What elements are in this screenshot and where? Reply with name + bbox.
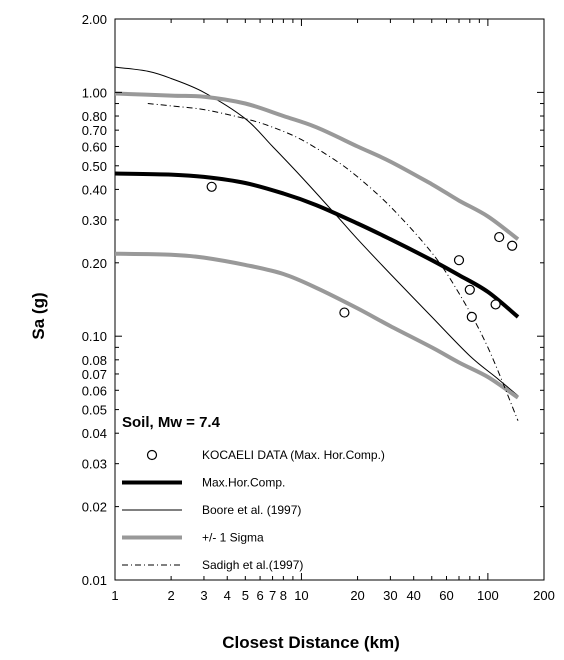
y-axis-title: Sa (g) xyxy=(29,292,48,339)
data-point xyxy=(494,231,505,243)
x-tick-label: 30 xyxy=(383,588,397,603)
x-axis-title: Closest Distance (km) xyxy=(222,633,400,652)
x-tick-label: 8 xyxy=(280,588,287,603)
x-tick-label: 2 xyxy=(168,588,175,603)
x-tick-label: 60 xyxy=(439,588,453,603)
y-tick-label: 0.04 xyxy=(82,426,107,441)
data-point xyxy=(339,307,350,318)
x-tick-label: 100 xyxy=(477,588,499,603)
y-tick-label: 0.60 xyxy=(82,139,107,154)
legend: KOCAELI DATA (Max. Hor.Comp.) Max.Hor.Com… xyxy=(122,448,385,572)
y-tick-label: 2.00 xyxy=(82,12,107,27)
y-tick-label: 0.06 xyxy=(82,383,107,398)
data-point xyxy=(466,311,477,322)
x-tick-label: 5 xyxy=(242,588,249,603)
data-point xyxy=(507,240,518,251)
y-tick-label: 0.10 xyxy=(82,329,107,344)
y-tick-label: 0.07 xyxy=(82,367,107,382)
axes: 1 2 3 4 5 6 7 8 10 20 30 40 60 100 200 0.01 0.02 0.03 0.04… xyxy=(82,12,555,603)
y-tick-label: 0.40 xyxy=(82,182,107,197)
x-tick-label: 6 xyxy=(256,588,263,603)
y-tick-label: 0.70 xyxy=(82,123,107,138)
y-tick-label: 0.01 xyxy=(82,573,107,588)
x-tick-label: 7 xyxy=(269,588,276,603)
series-line xyxy=(114,91,520,241)
y-tick-label: 0.80 xyxy=(82,109,107,124)
legend-label: Boore et al. (1997) xyxy=(202,503,301,517)
x-tick-label: 3 xyxy=(200,588,207,603)
y-tick-label: 1.00 xyxy=(82,85,107,100)
series-line xyxy=(114,66,519,397)
x-tick-label: 40 xyxy=(406,588,420,603)
y-tick-label: 0.02 xyxy=(82,500,107,515)
plot-frame xyxy=(114,18,545,581)
data-point xyxy=(453,255,465,266)
y-tick-label: 0.03 xyxy=(82,457,107,472)
data-point xyxy=(490,299,501,310)
y-tick-label: 0.08 xyxy=(82,353,107,368)
legend-label: Sadigh et al.(1997) xyxy=(202,558,303,572)
data-point xyxy=(464,284,475,295)
x-tick-label: 200 xyxy=(533,588,555,603)
y-tick-label: 0.50 xyxy=(82,159,107,174)
plot-area xyxy=(114,18,545,581)
x-tick-label: 10 xyxy=(294,588,308,603)
x-tick-label: 1 xyxy=(111,588,118,603)
legend-label: KOCAELI DATA (Max. Hor.Comp.) xyxy=(202,448,385,462)
y-tick-label: 0.30 xyxy=(82,213,107,228)
annotation-text: Soil, Mw = 7.4 xyxy=(122,414,221,431)
legend-label: Max.Hor.Comp. xyxy=(202,476,285,490)
y-tick-label: 0.05 xyxy=(82,403,107,418)
y-tick-label: 0.20 xyxy=(82,256,107,271)
legend-label: +/- 1 Sigma xyxy=(202,531,264,545)
x-tick-label: 20 xyxy=(350,588,364,603)
x-tick-label: 4 xyxy=(224,588,231,603)
data-point xyxy=(206,181,217,192)
series-layer xyxy=(114,66,520,421)
series-line xyxy=(147,103,519,421)
series-line xyxy=(114,171,520,319)
legend-marker xyxy=(146,449,158,461)
series-line xyxy=(114,251,520,400)
